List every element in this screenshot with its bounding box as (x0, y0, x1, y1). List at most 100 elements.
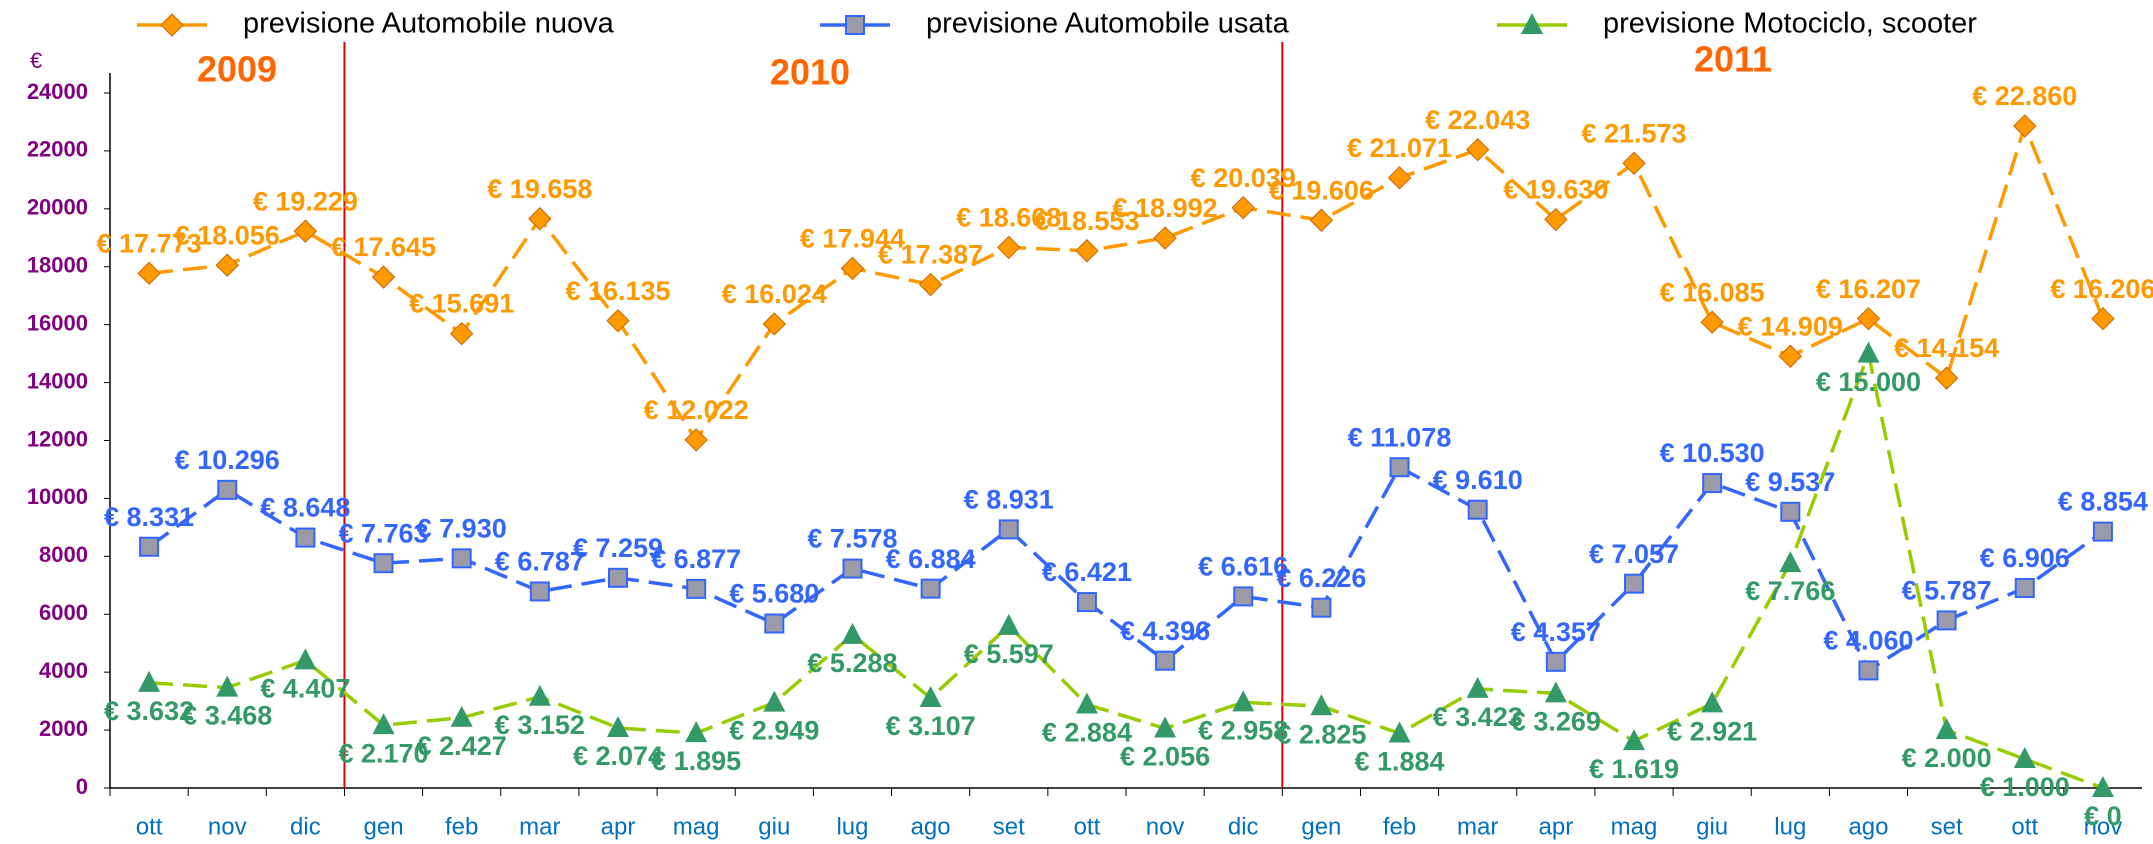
data-point (294, 648, 317, 670)
data-point (1700, 310, 1724, 334)
data-label: € 10.296 (175, 445, 280, 475)
data-point (215, 253, 239, 277)
data-point (1936, 610, 1957, 631)
data-label: € 5.787 (1902, 576, 1992, 606)
x-tick-label: ott (136, 813, 163, 840)
data-point (216, 675, 239, 697)
data-label: € 16.206 (2050, 274, 2153, 304)
data-label: € 2.884 (1042, 718, 1132, 748)
x-tick-label: mag (1611, 813, 1658, 840)
data-label: € 2.958 (1198, 715, 1288, 745)
data-point (1778, 344, 1803, 368)
data-label: € 15.000 (1816, 367, 1921, 397)
data-point (2092, 521, 2113, 542)
data-label: € 22.043 (1425, 105, 1530, 135)
x-tick-label: lug (1774, 813, 1806, 840)
data-label: € 8.854 (2058, 487, 2148, 517)
data-point (1624, 573, 1644, 594)
data-label: € 2.000 (1902, 743, 1992, 773)
data-point (450, 705, 473, 727)
data-point (1155, 650, 1176, 671)
y-tick-label: 24000 (27, 79, 88, 104)
data-label: € 18.992 (1113, 193, 1218, 223)
data-point (529, 581, 550, 602)
legend-marker (1521, 13, 1543, 34)
x-tick-label: nov (2084, 813, 2123, 840)
data-label: € 21.573 (1581, 118, 1686, 148)
data-point (2091, 306, 2115, 331)
data-label: € 18.553 (1034, 206, 1139, 236)
data-point (1545, 651, 1566, 672)
data-label: € 8.648 (260, 493, 350, 523)
data-point (1075, 239, 1099, 263)
data-label: € 19.658 (487, 174, 592, 204)
data-label: € 8.331 (104, 502, 194, 532)
data-label: € 4.407 (260, 674, 350, 704)
data-point (1075, 692, 1098, 714)
data-point (1780, 501, 1801, 522)
data-label: € 17.645 (331, 232, 436, 262)
data-point (1465, 137, 1490, 162)
data-label: € 6.877 (651, 544, 741, 574)
data-point (139, 536, 160, 557)
data-label: € 3.423 (1433, 702, 1523, 732)
x-tick-label: feb (445, 813, 478, 840)
data-label: € 0 (2084, 801, 2122, 831)
data-label: € 12.022 (644, 395, 749, 425)
data-label: € 9.610 (1433, 465, 1523, 495)
y-tick-label: 8000 (39, 542, 88, 567)
data-point (1935, 718, 1958, 740)
legend-marker (845, 15, 865, 35)
x-tick-label: giu (758, 813, 790, 840)
data-label: € 7.930 (417, 513, 507, 543)
data-label: € 17.773 (97, 228, 202, 258)
data-label: € 19.229 (253, 186, 358, 216)
data-point (1388, 721, 1411, 743)
legend-label: previsione Automobile nuova (243, 8, 615, 40)
data-label: € 16.024 (722, 279, 827, 309)
data-point (918, 272, 943, 297)
data-point (919, 686, 942, 708)
data-label: € 19.630 (1503, 175, 1608, 205)
data-point (449, 321, 474, 346)
data-label: € 5.288 (807, 648, 897, 678)
data-point (1934, 366, 1959, 390)
data-point (1076, 592, 1097, 613)
x-tick-label: feb (1383, 813, 1416, 840)
data-label: € 2.921 (1667, 717, 1757, 747)
y-tick-label: 10000 (27, 484, 88, 509)
series-line (148, 347, 2104, 790)
data-point (2091, 776, 2114, 797)
data-label: € 6.226 (1276, 563, 1366, 593)
x-tick-label: dic (290, 813, 321, 840)
data-label: € 14.909 (1738, 311, 1843, 341)
x-tick-label: mar (519, 813, 560, 840)
data-point (2013, 114, 2037, 138)
x-tick-label: giu (1696, 813, 1728, 840)
data-point (762, 312, 787, 336)
data-point (371, 265, 396, 289)
data-label: € 7.578 (807, 524, 897, 554)
y-tick-label: 2000 (39, 716, 88, 741)
data-label: € 20.039 (1191, 163, 1296, 193)
data-point (1701, 691, 1724, 713)
data-label: € 17.944 (800, 223, 905, 253)
data-label: € 3.152 (495, 710, 585, 740)
data-point (528, 684, 551, 706)
data-label: € 11.078 (1348, 422, 1452, 452)
data-label: € 2.427 (417, 731, 507, 761)
data-point (1233, 586, 1254, 607)
y-tick-label: 22000 (27, 137, 88, 162)
data-label: € 4.396 (1120, 616, 1210, 646)
data-point (1856, 306, 1881, 331)
data-point (1467, 499, 1488, 520)
data-label: € 3.632 (104, 696, 194, 726)
data-point (295, 527, 316, 548)
y-tick-label: 12000 (27, 426, 88, 451)
legend-label: previsione Motociclo, scooter (1603, 8, 1977, 40)
data-label: € 21.071 (1347, 133, 1452, 163)
x-tick-label: ago (1848, 813, 1888, 840)
data-label: € 4.357 (1511, 617, 1601, 647)
y-unit-label: € (30, 48, 42, 73)
